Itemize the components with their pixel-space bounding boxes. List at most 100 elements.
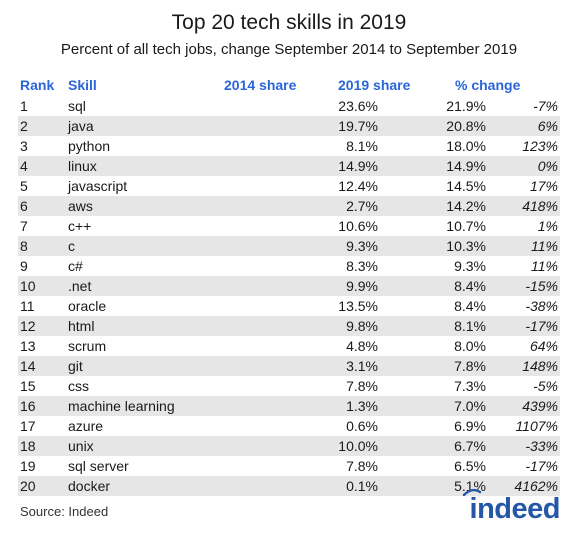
header-rank: Rank <box>20 77 55 93</box>
share-2019-cell: 18.0% <box>446 138 486 154</box>
skill-cell: aws <box>68 198 93 214</box>
skill-cell: oracle <box>68 298 107 314</box>
pct-change-cell: 6% <box>537 118 558 134</box>
rank-cell: 17 <box>20 418 36 434</box>
pct-change-cell: -15% <box>525 278 558 294</box>
share-2019-cell: 14.2% <box>446 198 486 214</box>
share-2019-cell: 10.7% <box>446 218 486 234</box>
rank-cell: 15 <box>20 378 36 394</box>
header-2014-share: 2014 share <box>224 77 297 93</box>
share-2019-cell: 10.3% <box>446 238 486 254</box>
skill-cell: css <box>68 378 89 394</box>
rank-cell: 4 <box>20 158 28 174</box>
share-2019-cell: 6.9% <box>454 418 486 434</box>
share-2014-cell: 13.5% <box>338 298 378 314</box>
header-skill: Skill <box>68 77 97 93</box>
share-2014-cell: 1.3% <box>346 398 378 414</box>
skill-cell: sql <box>68 98 86 114</box>
pct-change-cell: 0% <box>537 158 558 174</box>
rank-cell: 8 <box>20 238 28 254</box>
share-2014-cell: 9.3% <box>346 238 378 254</box>
skill-cell: docker <box>68 478 111 494</box>
share-2014-cell: 4.8% <box>346 338 378 354</box>
table-row: 18 unix 10.0% 6.7% -33% <box>18 436 560 456</box>
skill-cell: javascript <box>68 178 128 194</box>
table-row: 11 oracle 13.5% 8.4% -38% <box>18 296 560 316</box>
rank-cell: 1 <box>20 98 28 114</box>
pct-change-cell: -17% <box>525 458 558 474</box>
share-2019-cell: 9.3% <box>454 258 486 274</box>
share-2014-cell: 7.8% <box>346 378 378 394</box>
skill-cell: python <box>68 138 111 154</box>
rank-cell: 11 <box>20 298 35 314</box>
table-row: 5 javascript 12.4% 14.5% 17% <box>18 176 560 196</box>
rank-cell: 6 <box>20 198 28 214</box>
skills-table: Rank Skill 2014 share 2019 share % chang… <box>18 74 560 496</box>
rank-cell: 7 <box>20 218 28 234</box>
rank-cell: 13 <box>20 338 36 354</box>
table-row: 12 html 9.8% 8.1% -17% <box>18 316 560 336</box>
table-row: 6 aws 2.7% 14.2% 418% <box>18 196 560 216</box>
rank-cell: 14 <box>20 358 36 374</box>
table-row: 8 c 9.3% 10.3% 11% <box>18 236 560 256</box>
pct-change-cell: -5% <box>533 378 558 394</box>
share-2019-cell: 6.7% <box>454 438 486 454</box>
table-row: 20 docker 0.1% 5.1% 4162% <box>18 476 560 496</box>
pct-change-cell: 1% <box>537 218 558 234</box>
share-2014-cell: 12.4% <box>338 178 378 194</box>
share-2014-cell: 19.7% <box>338 118 378 134</box>
pct-change-cell: -38% <box>525 298 558 314</box>
pct-change-cell: 123% <box>522 138 558 154</box>
rank-cell: 12 <box>20 318 36 334</box>
share-2014-cell: 9.8% <box>346 318 378 334</box>
table-row: 10 .net 9.9% 8.4% -15% <box>18 276 560 296</box>
share-2019-cell: 14.9% <box>446 158 486 174</box>
skill-cell: linux <box>68 158 97 174</box>
share-2019-cell: 7.8% <box>454 358 486 374</box>
share-2014-cell: 10.0% <box>338 438 378 454</box>
table-row: 7 c++ 10.6% 10.7% 1% <box>18 216 560 236</box>
skill-cell: .net <box>68 278 92 294</box>
table-row: 14 git 3.1% 7.8% 148% <box>18 356 560 376</box>
share-2014-cell: 2.7% <box>346 198 378 214</box>
table-row: 15 css 7.8% 7.3% -5% <box>18 376 560 396</box>
share-2019-cell: 8.4% <box>454 298 486 314</box>
share-2014-cell: 0.6% <box>346 418 378 434</box>
share-2019-cell: 8.1% <box>454 318 486 334</box>
skill-cell: git <box>68 358 83 374</box>
share-2014-cell: 10.6% <box>338 218 378 234</box>
skill-cell: azure <box>68 418 104 434</box>
rank-cell: 9 <box>20 258 28 274</box>
share-2014-cell: 14.9% <box>338 158 378 174</box>
pct-change-cell: 17% <box>529 178 558 194</box>
skill-cell: java <box>68 118 94 134</box>
rank-cell: 18 <box>20 438 36 454</box>
pct-change-cell: -7% <box>533 98 558 114</box>
rank-cell: 19 <box>20 458 36 474</box>
share-2014-cell: 23.6% <box>338 98 378 114</box>
share-2019-cell: 6.5% <box>454 458 486 474</box>
chart-subtitle: Percent of all tech jobs, change Septemb… <box>60 41 518 58</box>
skill-cell: sql server <box>68 458 129 474</box>
share-2014-cell: 9.9% <box>346 278 378 294</box>
table-row: 4 linux 14.9% 14.9% 0% <box>18 156 560 176</box>
rank-cell: 5 <box>20 178 28 194</box>
table-row: 9 c# 8.3% 9.3% 11% <box>18 256 560 276</box>
table-row: 1 sql 23.6% 21.9% -7% <box>18 96 560 116</box>
pct-change-cell: 148% <box>522 358 558 374</box>
pct-change-cell: 64% <box>529 338 558 354</box>
indeed-logo: indeed <box>469 493 561 525</box>
table-row: 19 sql server 7.8% 6.5% -17% <box>18 456 560 476</box>
share-2019-cell: 14.5% <box>446 178 486 194</box>
source-note: Source: Indeed <box>20 504 109 519</box>
pct-change-cell: 11% <box>531 258 558 274</box>
share-2014-cell: 8.3% <box>346 258 378 274</box>
chart-title: Top 20 tech skills in 2019 <box>171 11 407 34</box>
share-2019-cell: 21.9% <box>446 98 486 114</box>
share-2019-cell: 8.0% <box>454 338 486 354</box>
table-header-row: Rank Skill 2014 share 2019 share % chang… <box>18 74 560 96</box>
table-row: 13 scrum 4.8% 8.0% 64% <box>18 336 560 356</box>
pct-change-cell: 11% <box>531 238 558 254</box>
share-2014-cell: 8.1% <box>346 138 378 154</box>
pct-change-cell: 1107% <box>515 418 558 434</box>
